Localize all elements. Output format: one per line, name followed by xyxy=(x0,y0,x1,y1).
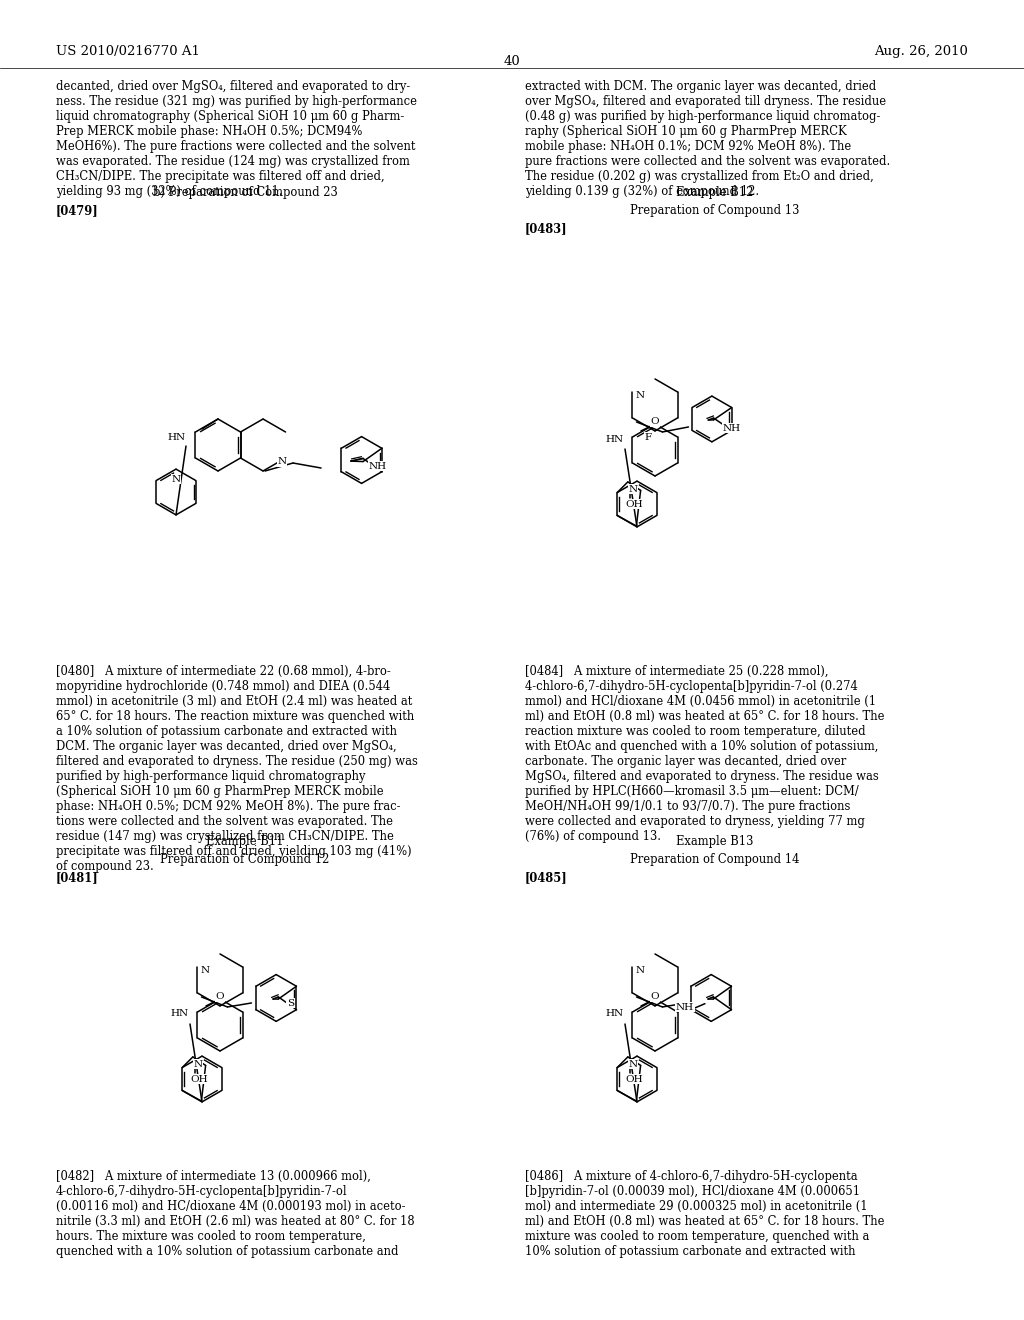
Text: [0482]   A mixture of intermediate 13 (0.000966 mol),
4-chloro-6,7-dihydro-5H-cy: [0482] A mixture of intermediate 13 (0.0… xyxy=(56,1170,415,1258)
Text: N: N xyxy=(171,475,180,483)
Text: [0479]: [0479] xyxy=(56,205,98,216)
Text: US 2010/0216770 A1: US 2010/0216770 A1 xyxy=(56,45,200,58)
Text: Example B13: Example B13 xyxy=(676,836,754,847)
Text: NH: NH xyxy=(722,424,740,433)
Text: S: S xyxy=(287,998,294,1007)
Text: O: O xyxy=(650,417,659,426)
Text: Example B12: Example B12 xyxy=(676,186,754,199)
Text: NH: NH xyxy=(369,462,387,471)
Text: F: F xyxy=(644,433,651,441)
Text: N: N xyxy=(629,484,638,494)
Text: [0483]: [0483] xyxy=(525,222,567,235)
Text: N: N xyxy=(636,966,645,975)
Text: [0486]   A mixture of 4-chloro-6,7-dihydro-5H-cyclopenta
[b]pyridin-7-ol (0.0003: [0486] A mixture of 4-chloro-6,7-dihydro… xyxy=(525,1170,885,1258)
Text: [0484]   A mixture of intermediate 25 (0.228 mmol),
4-chloro-6,7-dihydro-5H-cycl: [0484] A mixture of intermediate 25 (0.2… xyxy=(525,665,885,843)
Text: O: O xyxy=(650,993,659,1002)
Text: HN: HN xyxy=(606,434,624,444)
Text: HN: HN xyxy=(171,1010,189,1019)
Text: [0485]: [0485] xyxy=(525,871,567,884)
Text: extracted with DCM. The organic layer was decanted, dried
over MgSO₄, filtered a: extracted with DCM. The organic layer wa… xyxy=(525,81,890,198)
Text: HN: HN xyxy=(606,1010,624,1019)
Text: OH: OH xyxy=(626,1074,643,1084)
Text: Preparation of Compound 12: Preparation of Compound 12 xyxy=(161,853,330,866)
Text: N: N xyxy=(278,457,287,466)
Text: HN: HN xyxy=(168,433,186,441)
Text: decanted, dried over MgSO₄, filtered and evaporated to dry-
ness. The residue (3: decanted, dried over MgSO₄, filtered and… xyxy=(56,81,417,198)
Text: Preparation of Compound 14: Preparation of Compound 14 xyxy=(631,853,800,866)
Text: N: N xyxy=(201,966,210,975)
Text: N: N xyxy=(636,392,645,400)
Text: OH: OH xyxy=(190,1074,208,1084)
Text: [0481]: [0481] xyxy=(56,871,98,884)
Text: NH: NH xyxy=(676,1002,694,1011)
Text: Example B11: Example B11 xyxy=(206,836,284,847)
Text: [0480]   A mixture of intermediate 22 (0.68 mmol), 4-bro-
mopyridine hydrochlori: [0480] A mixture of intermediate 22 (0.6… xyxy=(56,665,418,873)
Text: N: N xyxy=(629,1060,638,1069)
Text: 40: 40 xyxy=(504,55,520,69)
Text: Aug. 26, 2010: Aug. 26, 2010 xyxy=(874,45,968,58)
Text: Preparation of Compound 13: Preparation of Compound 13 xyxy=(631,205,800,216)
Text: OH: OH xyxy=(626,500,643,508)
Text: N: N xyxy=(194,1060,203,1069)
Text: O: O xyxy=(216,993,224,1002)
Text: b) Preparation of Compound 23: b) Preparation of Compound 23 xyxy=(153,186,337,199)
